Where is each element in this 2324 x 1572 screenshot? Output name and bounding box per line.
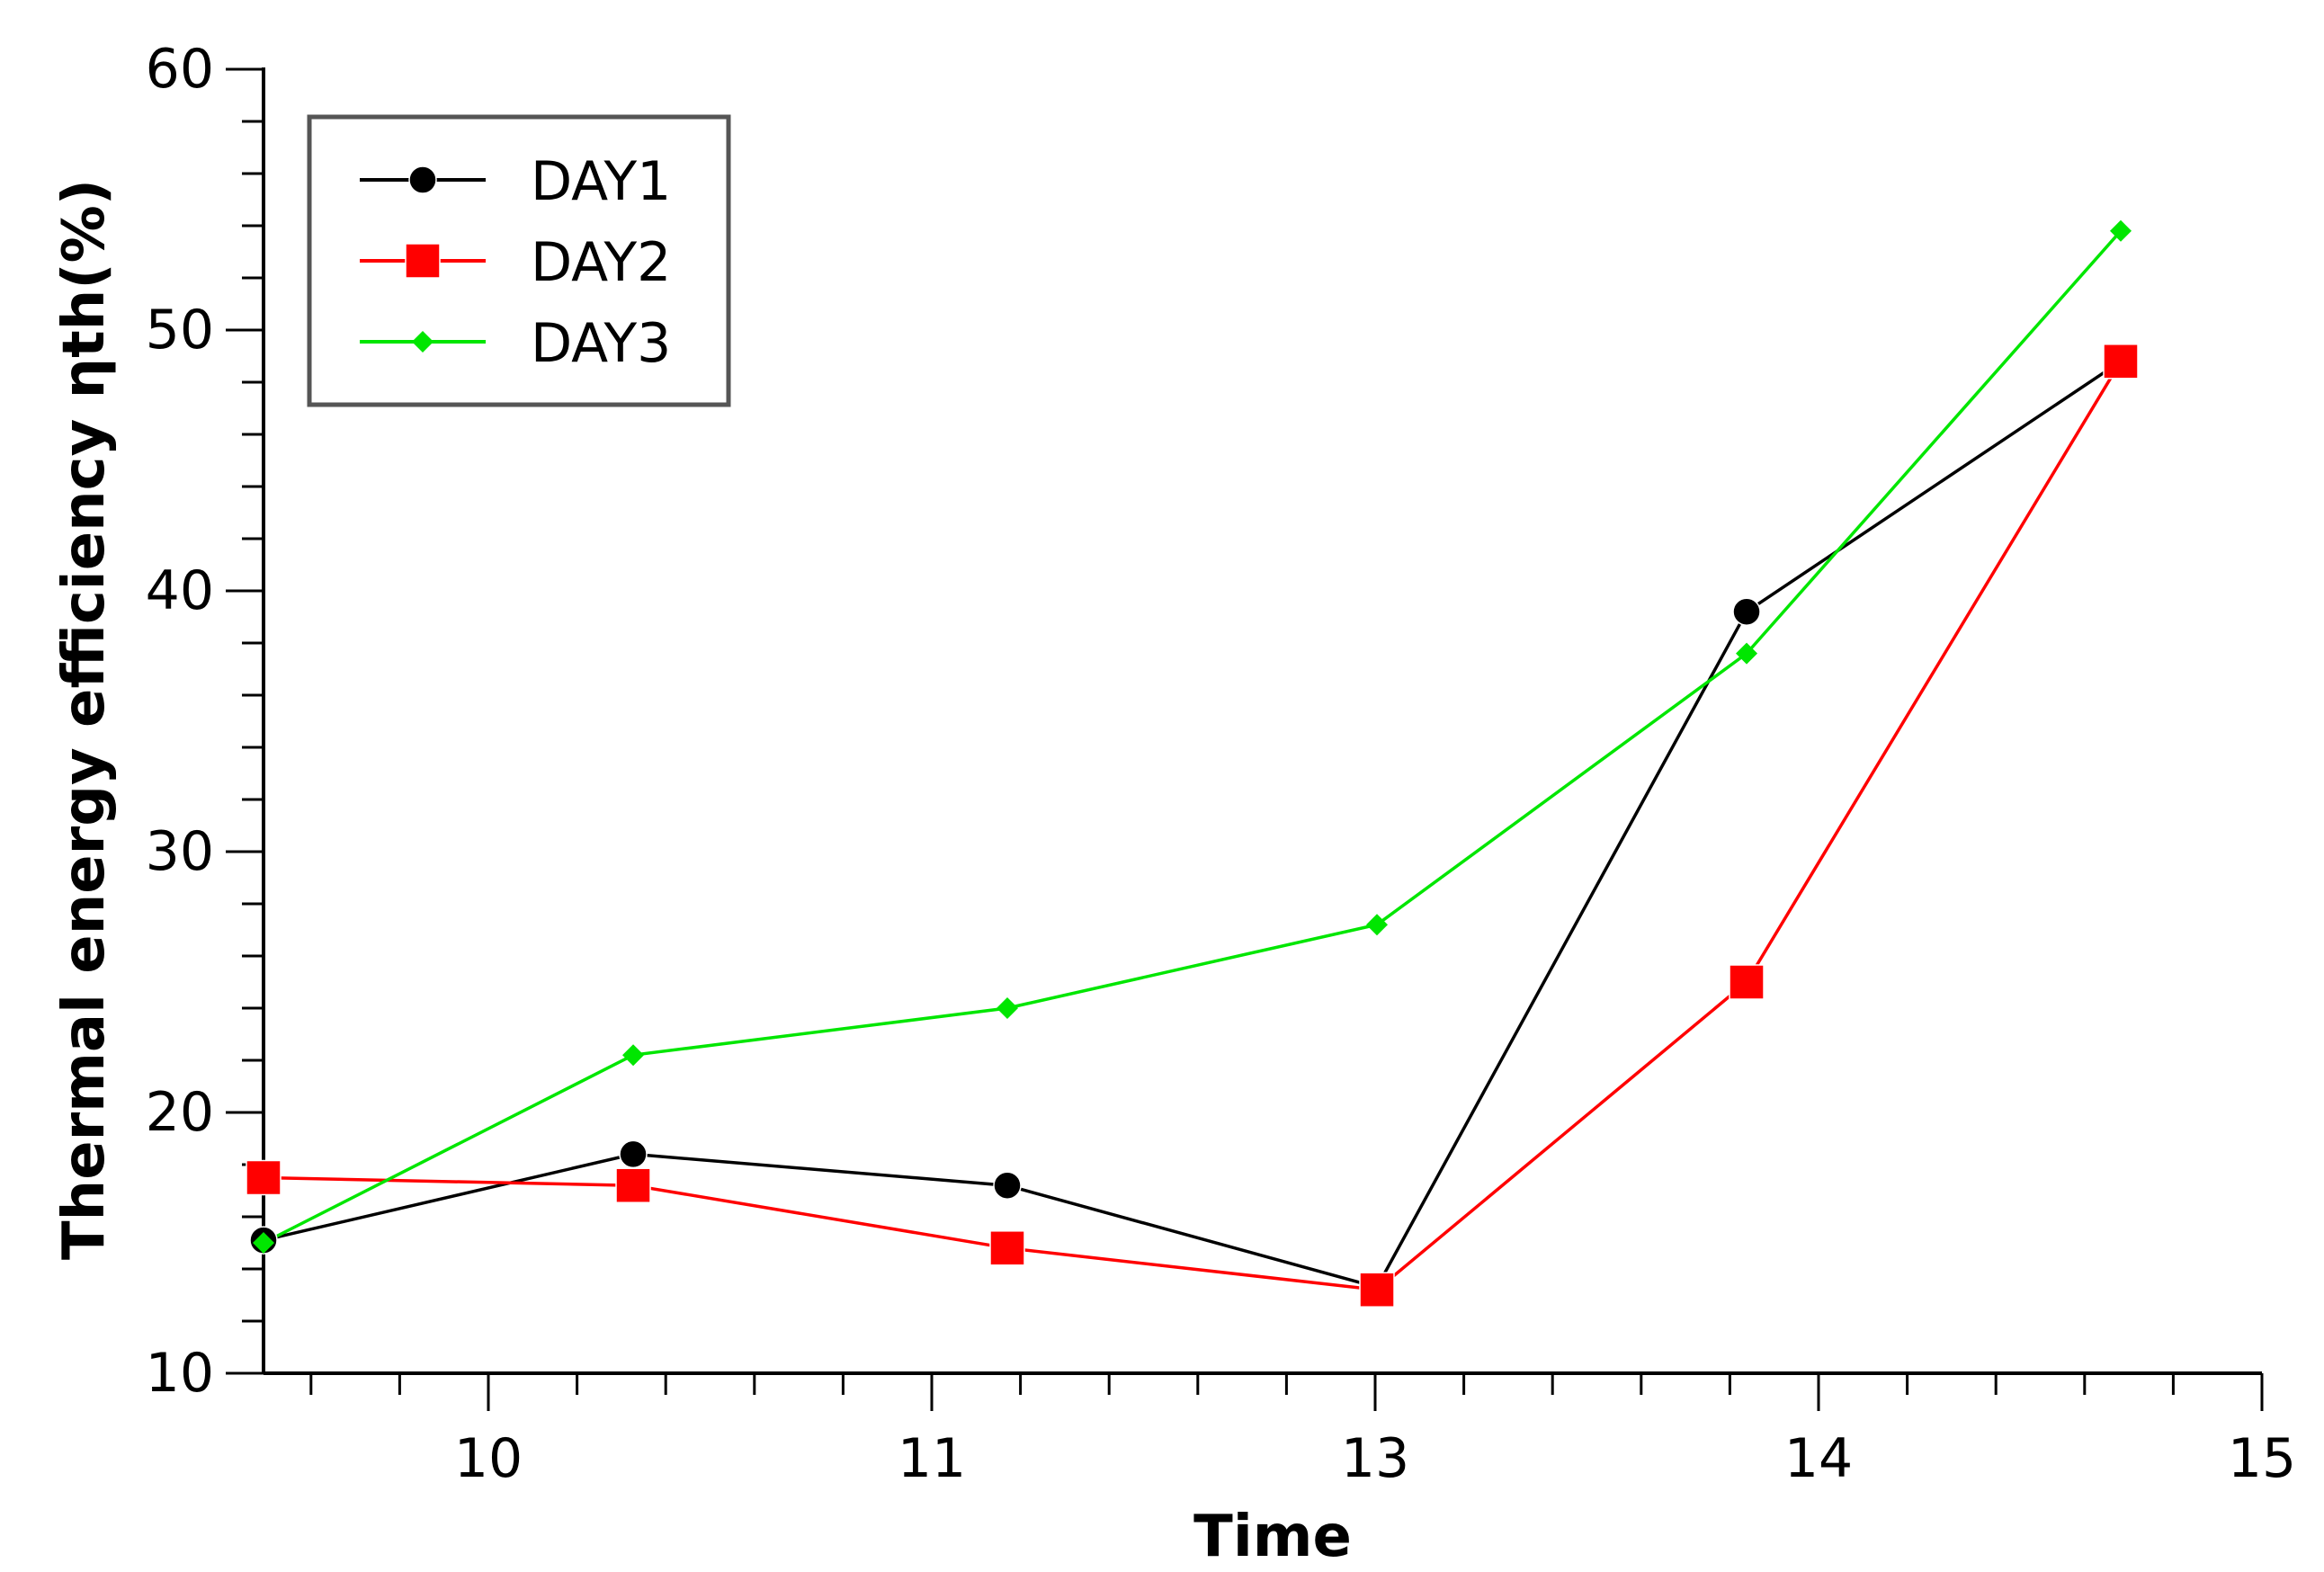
x-tick-label: 10 [454, 1427, 523, 1490]
series-line-day2 [263, 360, 2123, 1292]
series-line-day3 [263, 229, 2123, 1245]
data-point-day2 [1359, 1272, 1395, 1308]
x-tick-label: 14 [1784, 1427, 1853, 1490]
legend: DAY1 DAY2 DAY3 [307, 114, 731, 407]
y-tick-label: 50 [146, 299, 214, 362]
data-point-day2 [615, 1167, 651, 1203]
x-tick-label: 11 [898, 1427, 966, 1490]
x-axis-title: Time [1193, 1504, 1352, 1570]
data-point-day3 [1736, 642, 1758, 665]
data-point-day2 [246, 1159, 282, 1196]
legend-marker-day3 [412, 331, 434, 353]
legend-marker-day1 [408, 165, 437, 194]
y-axis-title: Thermal energy efficiency ηth(%) [51, 179, 118, 1260]
data-point-day1 [619, 1139, 648, 1169]
data-point-day2 [1729, 964, 1765, 1000]
legend-marker-day2 [405, 243, 441, 279]
data-point-day1 [1732, 597, 1761, 626]
legend-label-day1: DAY1 [531, 150, 671, 213]
data-point-day3 [253, 1232, 274, 1254]
x-tick-label: 13 [1341, 1427, 1409, 1490]
data-point-day3 [1366, 914, 1389, 936]
y-tick-label: 40 [146, 559, 214, 622]
legend-label-day2: DAY2 [531, 231, 671, 294]
series-line-day1 [263, 360, 2122, 1290]
data-point-day3 [996, 997, 1018, 1019]
x-tick-label: 15 [2228, 1427, 2296, 1490]
y-tick-label: 10 [146, 1342, 214, 1405]
y-tick-label: 60 [146, 38, 214, 101]
data-point-day2 [2103, 344, 2139, 380]
data-point-day3 [622, 1044, 645, 1067]
axes [262, 67, 2262, 1375]
data-point-day2 [989, 1230, 1025, 1266]
series-markers [246, 219, 2139, 1308]
ticks: 10 20 30 40 50 60 10 11 13 14 15 [146, 38, 2297, 1490]
y-tick-label: 20 [146, 1081, 214, 1144]
data-point-day3 [2110, 219, 2132, 242]
series-lines [263, 229, 2123, 1292]
data-point-day1 [993, 1171, 1022, 1200]
legend-label-day3: DAY3 [531, 312, 671, 375]
y-tick-label: 30 [146, 820, 214, 883]
